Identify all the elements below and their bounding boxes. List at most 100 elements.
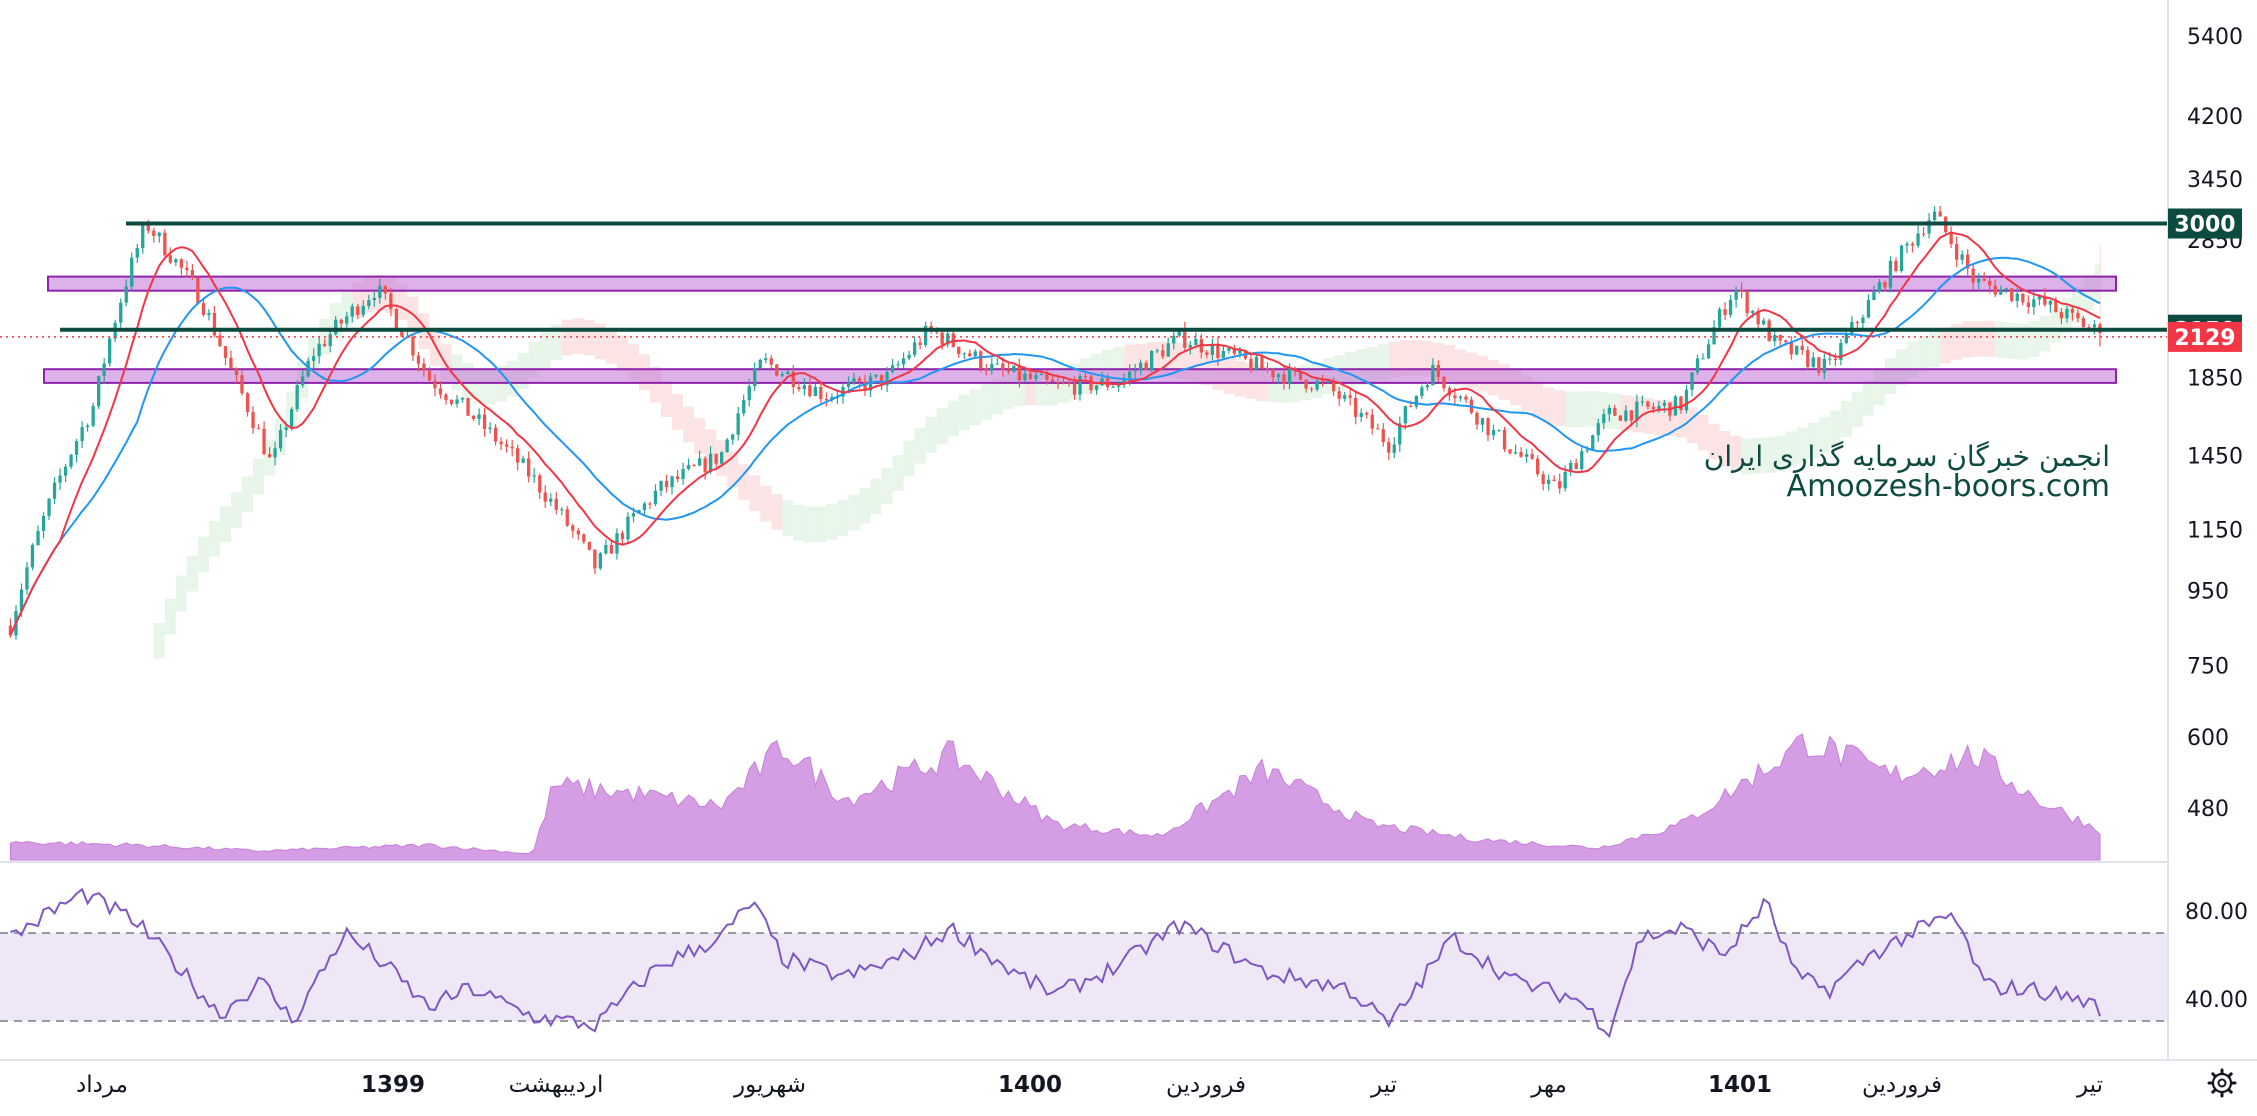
candle-body [2059, 312, 2063, 319]
cloud-segment [1785, 431, 1797, 468]
cloud-segment [727, 451, 739, 487]
cloud-segment [1807, 423, 1819, 459]
candle-body [350, 306, 354, 317]
candle-body [2004, 288, 2008, 290]
candle-body [973, 351, 977, 357]
candle-body [1563, 472, 1567, 489]
cloud-segment [738, 464, 750, 500]
candle-body [1585, 450, 1589, 452]
candle-body [482, 414, 487, 429]
candle-body [1265, 368, 1270, 370]
candle-body [1409, 406, 1413, 408]
candle-body [1128, 371, 1132, 378]
candle-body [1993, 285, 1997, 295]
cloud-segment [2100, 288, 2101, 324]
candle-body [802, 385, 806, 390]
candle-body [957, 346, 961, 354]
candle-body [1045, 374, 1049, 380]
cloud-segment [1653, 399, 1665, 436]
candle-body [2076, 312, 2080, 319]
cloud-segment [2028, 321, 2040, 357]
cloud-segment [1862, 379, 1874, 416]
candle-body [901, 358, 906, 365]
cloud-segment [1774, 435, 1786, 472]
candle-body [1177, 329, 1181, 336]
candle-body [979, 351, 983, 369]
cloud-segment [1532, 382, 1544, 418]
cloud-segment [1697, 414, 1709, 451]
cloud-segment [837, 500, 849, 536]
candle-body [1133, 370, 1137, 372]
candle-body [499, 441, 503, 445]
cloud-segment [991, 378, 1003, 415]
candle-body [466, 397, 470, 416]
cloud-segment [1554, 390, 1566, 426]
candle-body [108, 338, 112, 364]
candle-body [1232, 347, 1236, 354]
candle-body [736, 413, 740, 435]
cloud-segment [881, 468, 893, 504]
price-tick: 950 [2187, 579, 2229, 604]
candle-body [185, 267, 189, 271]
cloud-segment [1543, 387, 1555, 424]
candle-body [1866, 300, 1871, 318]
candle-body [488, 427, 492, 430]
cloud-segment [1047, 369, 1058, 406]
candle-body [229, 357, 233, 369]
candle-body [946, 333, 950, 345]
candle-body [686, 465, 691, 469]
cloud-segment [1355, 349, 1367, 385]
candle-body [626, 516, 630, 540]
candle-body [124, 286, 128, 303]
cloud-segment [1002, 373, 1014, 410]
time-tick: 1401 [1708, 1072, 1772, 1098]
cloud-segment [627, 344, 639, 380]
candle-body [1332, 380, 1336, 392]
candle-body [968, 353, 972, 357]
candle-body [1888, 260, 1893, 288]
candle-body [290, 409, 294, 428]
candle-body [1762, 320, 1766, 325]
candle-body [1999, 289, 2003, 295]
cloud-segment [164, 598, 176, 635]
candle-body [2081, 318, 2086, 328]
cloud-segment [892, 455, 904, 491]
candle-body [1977, 278, 1981, 283]
candle-body [571, 525, 575, 531]
candle-body [1144, 362, 1148, 371]
candle-body [119, 302, 123, 323]
candle-body [1348, 395, 1352, 398]
candle-body [879, 374, 884, 386]
candle-body [1734, 290, 1738, 300]
candle-body [1855, 322, 1860, 323]
candle-body [2043, 295, 2047, 305]
candle-body [1811, 357, 1815, 367]
candle-body [444, 394, 448, 400]
candle-body [1773, 335, 1777, 342]
candle-body [367, 300, 371, 307]
cloud-segment [1521, 375, 1533, 412]
candle-body [758, 359, 762, 369]
candle-body [1513, 452, 1518, 454]
candle-body [494, 427, 498, 442]
candle-body [135, 248, 139, 258]
cloud-segment [352, 282, 364, 318]
candle-body [1662, 402, 1667, 406]
candle-body [1216, 343, 1220, 358]
candle-body [698, 458, 702, 466]
candle-body [19, 589, 24, 611]
volume-fill [9, 733, 2101, 861]
candle-body [30, 545, 35, 568]
candle-body [306, 360, 310, 377]
candle-body [1497, 429, 1501, 431]
candle-body [334, 319, 338, 335]
cloud-segment [1719, 431, 1731, 467]
candle-body [1155, 350, 1159, 352]
cloud-segment [1675, 402, 1687, 438]
price-tick: 750 [2187, 655, 2229, 680]
time-tick: فروردین [1166, 1072, 1246, 1098]
cloud-segment [1796, 427, 1808, 464]
gear-icon[interactable] [2207, 1068, 2237, 1098]
cloud-segment [1113, 346, 1125, 383]
